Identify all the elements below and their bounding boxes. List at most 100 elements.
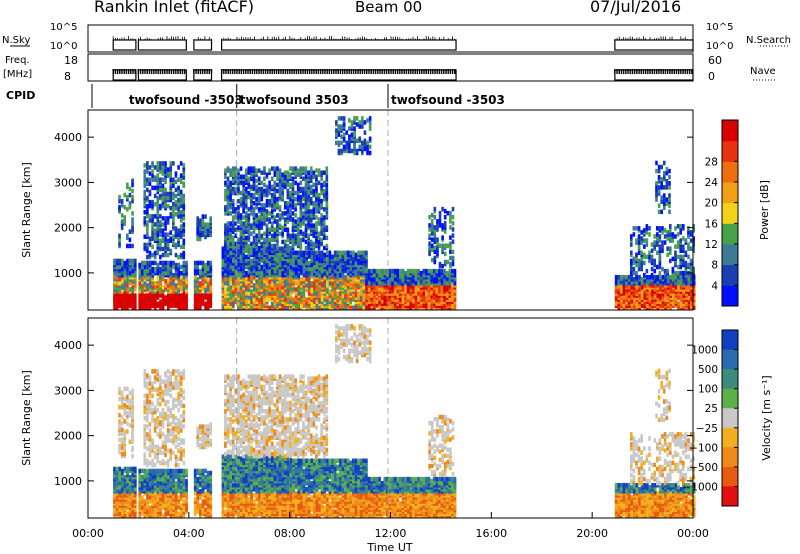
heatmap-cell bbox=[363, 130, 367, 135]
heatmap-cell bbox=[286, 170, 290, 175]
heatmap-cell bbox=[302, 231, 305, 237]
heatmap-cell bbox=[317, 207, 321, 212]
heatmap-cell bbox=[309, 239, 313, 245]
heatmap-cell bbox=[296, 182, 300, 188]
heatmap-cell bbox=[263, 166, 266, 171]
heatmap-cell bbox=[151, 214, 154, 219]
heatmap-cell bbox=[159, 246, 162, 252]
heatmap-cell bbox=[449, 215, 452, 220]
heatmap-cell bbox=[436, 219, 439, 224]
heatmap-cell bbox=[161, 252, 165, 258]
heatmap-cell bbox=[317, 231, 321, 237]
heatmap-cell bbox=[120, 198, 124, 204]
heatmap-cell bbox=[148, 260, 152, 266]
heatmap-cell bbox=[328, 258, 332, 264]
heatmap-cell bbox=[252, 239, 256, 245]
heatmap-cell bbox=[263, 170, 266, 175]
heatmap-cell bbox=[286, 182, 290, 188]
heatmap-cell bbox=[177, 197, 180, 203]
heatmap-cell bbox=[172, 218, 175, 223]
heatmap-cell bbox=[126, 287, 129, 292]
heatmap-cell bbox=[164, 244, 167, 250]
heatmap-cell bbox=[622, 281, 626, 286]
heatmap-cell bbox=[169, 293, 173, 298]
heatmap-cell bbox=[128, 258, 132, 264]
heatmap-cell bbox=[169, 177, 173, 182]
heatmap-cell bbox=[362, 293, 366, 298]
heatmap-cell bbox=[307, 205, 310, 210]
heatmap-cell bbox=[134, 266, 137, 272]
heatmap-cell bbox=[294, 239, 297, 245]
heatmap-cell bbox=[177, 301, 181, 306]
heatmap-cell bbox=[123, 219, 127, 224]
heatmap-cell bbox=[297, 299, 301, 304]
heatmap-cell bbox=[294, 219, 297, 224]
heatmap-cell bbox=[237, 219, 240, 224]
cpid-segment-label-2: twofsound -3503 bbox=[391, 93, 505, 107]
heatmap-cell bbox=[128, 243, 132, 249]
heatmap-cell bbox=[445, 270, 449, 276]
heatmap-cell bbox=[309, 217, 313, 222]
heatmap-cell bbox=[286, 227, 290, 232]
heatmap-cell bbox=[430, 227, 434, 232]
heatmap-cell bbox=[231, 215, 235, 220]
heatmap-cell bbox=[201, 230, 205, 236]
heatmap-cell bbox=[260, 225, 264, 230]
heatmap-cell bbox=[291, 239, 295, 245]
heatmap-cell bbox=[143, 260, 147, 266]
heatmap-cell bbox=[336, 256, 340, 262]
heatmap-cell bbox=[120, 225, 124, 230]
heatmap-cell bbox=[242, 207, 245, 212]
heatmap-cell bbox=[401, 268, 405, 274]
heatmap-cell bbox=[131, 194, 134, 200]
heatmap-cell bbox=[166, 203, 170, 209]
nsky-trace-3 bbox=[221, 39, 457, 51]
heatmap-cell bbox=[348, 118, 351, 123]
heatmap-cell bbox=[331, 266, 334, 272]
heatmap-cell bbox=[196, 276, 200, 282]
heatmap-cell bbox=[161, 183, 165, 189]
heatmap-cell bbox=[441, 235, 444, 240]
heatmap-cell bbox=[313, 268, 316, 274]
heatmap-cell bbox=[257, 207, 261, 212]
heatmap-cell bbox=[182, 274, 186, 280]
heatmap-cell bbox=[196, 216, 199, 221]
heatmap-cell bbox=[244, 235, 248, 241]
heatmap-cell bbox=[302, 211, 305, 216]
heatmap-cell bbox=[237, 276, 240, 282]
heatmap-cell bbox=[224, 246, 227, 251]
heatmap-cell bbox=[185, 260, 188, 266]
heatmap-cell bbox=[131, 178, 134, 184]
heatmap-cell bbox=[289, 217, 292, 222]
heatmap-cell bbox=[313, 264, 316, 270]
heatmap-cell bbox=[138, 262, 142, 268]
heatmap-cell bbox=[325, 200, 329, 206]
heatmap-cell bbox=[322, 215, 326, 220]
heatmap-cell bbox=[363, 138, 367, 144]
heatmap-cell bbox=[263, 203, 266, 208]
heatmap-cell bbox=[307, 221, 310, 226]
heatmap-cell bbox=[361, 124, 364, 129]
heatmap-cell bbox=[172, 177, 175, 182]
heatmap-cell bbox=[126, 182, 129, 188]
heatmap-cell bbox=[166, 220, 170, 225]
heatmap-cell bbox=[640, 295, 644, 300]
heatmap-cell bbox=[322, 192, 326, 198]
heatmap-cell bbox=[322, 207, 326, 212]
heatmap-cell bbox=[281, 246, 285, 251]
heatmap-cell bbox=[206, 266, 210, 272]
heatmap-cell bbox=[352, 297, 355, 302]
heatmap-cell bbox=[433, 225, 437, 230]
heatmap-cell bbox=[156, 291, 160, 296]
heatmap-cell bbox=[451, 227, 455, 232]
heatmap-cell bbox=[209, 260, 213, 266]
heatmap-cell bbox=[138, 274, 142, 280]
heatmap-cell bbox=[268, 237, 271, 243]
heatmap-cell bbox=[320, 182, 323, 188]
heatmap-cell bbox=[300, 276, 303, 282]
heatmap-cell bbox=[179, 224, 183, 229]
heatmap-cell bbox=[278, 174, 282, 180]
heatmap-cell bbox=[284, 297, 287, 302]
heatmap-cell bbox=[289, 166, 292, 171]
heatmap-cell bbox=[193, 260, 197, 266]
